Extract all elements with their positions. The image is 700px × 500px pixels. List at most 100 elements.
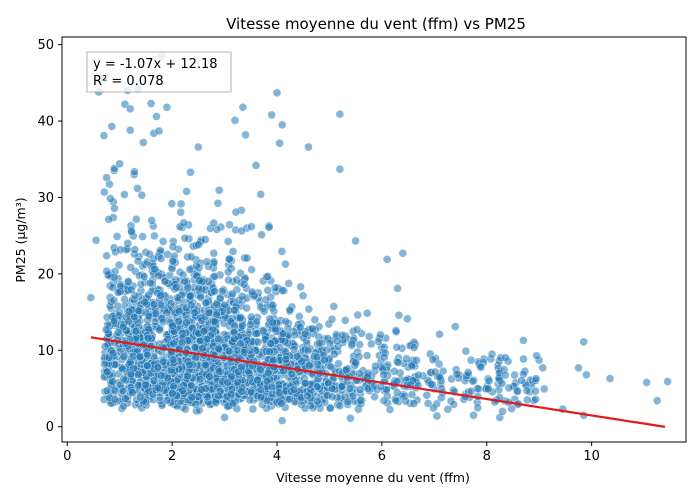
y-axis-label: PM25 (µg/m³) xyxy=(13,197,28,282)
data-point xyxy=(107,122,117,131)
data-point xyxy=(379,370,388,380)
data-point xyxy=(146,278,155,288)
x-tick-label: 0 xyxy=(63,449,71,464)
data-point xyxy=(110,395,120,404)
data-point xyxy=(409,399,419,408)
data-point xyxy=(128,388,137,397)
data-point xyxy=(140,272,149,282)
data-point xyxy=(326,362,336,372)
data-point xyxy=(390,366,399,376)
data-point xyxy=(265,347,274,357)
data-point xyxy=(251,161,261,170)
data-point xyxy=(102,367,112,377)
data-point xyxy=(461,346,471,356)
data-point xyxy=(113,288,123,297)
axes-layer: 0 2 4 6 8 10 0 10 20 30 40 50 xyxy=(37,36,687,464)
data-point xyxy=(337,381,347,391)
data-point xyxy=(281,355,291,364)
data-point xyxy=(238,103,248,112)
data-point xyxy=(209,248,219,258)
data-point xyxy=(156,300,166,310)
data-point xyxy=(176,199,186,209)
data-point xyxy=(452,369,462,379)
data-point xyxy=(131,326,141,336)
data-point xyxy=(242,253,252,263)
data-point xyxy=(154,126,164,136)
data-point xyxy=(341,365,351,375)
data-point xyxy=(428,355,438,365)
data-point xyxy=(179,218,188,228)
data-point xyxy=(281,259,290,269)
data-point xyxy=(114,311,124,320)
data-point xyxy=(303,391,313,401)
data-point xyxy=(230,305,239,315)
data-point xyxy=(212,299,221,309)
data-point xyxy=(139,138,148,147)
data-point xyxy=(237,226,246,236)
data-point xyxy=(102,173,111,182)
data-point xyxy=(289,345,299,354)
data-point xyxy=(582,370,591,380)
data-point xyxy=(519,336,528,345)
data-point xyxy=(133,256,143,266)
data-point xyxy=(238,321,247,331)
data-point xyxy=(483,384,493,394)
data-point xyxy=(247,287,257,297)
data-point xyxy=(434,359,444,369)
data-point xyxy=(315,338,324,348)
data-point xyxy=(487,349,497,359)
data-point xyxy=(510,370,519,380)
data-point xyxy=(126,263,135,272)
data-point xyxy=(237,291,247,301)
data-point xyxy=(214,367,224,376)
data-point xyxy=(392,342,402,352)
data-point xyxy=(110,204,119,213)
annotation-box-frame xyxy=(86,51,232,93)
data-point xyxy=(124,307,134,316)
data-point xyxy=(173,293,182,303)
data-point xyxy=(277,120,287,130)
data-point xyxy=(180,233,190,243)
data-point xyxy=(513,387,522,396)
data-point xyxy=(287,369,297,379)
data-point xyxy=(466,386,476,396)
data-point xyxy=(223,237,233,246)
data-point xyxy=(519,354,528,364)
data-point xyxy=(205,372,214,381)
data-point xyxy=(114,260,124,270)
data-point xyxy=(241,130,250,140)
data-point xyxy=(214,391,223,401)
data-point xyxy=(86,293,96,302)
x-tick-label: 4 xyxy=(273,449,281,464)
data-point xyxy=(125,125,135,135)
data-point xyxy=(178,338,187,348)
data-point xyxy=(247,265,256,274)
data-point xyxy=(156,291,166,300)
data-point xyxy=(102,251,111,260)
data-point xyxy=(146,99,156,108)
data-point xyxy=(412,355,421,365)
annotation-equation: y = -1.07x + 12.18 xyxy=(93,57,218,72)
data-point xyxy=(133,184,142,193)
data-point xyxy=(144,290,153,300)
data-point xyxy=(274,388,284,398)
data-point xyxy=(522,386,532,395)
data-point xyxy=(252,329,261,338)
data-point xyxy=(130,312,139,322)
data-point xyxy=(102,312,112,322)
data-point xyxy=(255,364,265,374)
data-point xyxy=(402,354,411,364)
data-point xyxy=(391,327,401,337)
y-tick-label: 30 xyxy=(37,191,54,206)
data-point xyxy=(201,360,211,370)
data-point xyxy=(335,109,345,119)
data-point xyxy=(125,104,135,114)
data-point xyxy=(337,330,347,340)
data-point xyxy=(277,399,287,408)
data-point xyxy=(202,334,212,344)
data-point xyxy=(213,199,223,208)
data-point xyxy=(137,190,147,200)
data-point xyxy=(195,375,205,384)
data-point xyxy=(304,142,313,152)
data-point xyxy=(141,380,151,390)
